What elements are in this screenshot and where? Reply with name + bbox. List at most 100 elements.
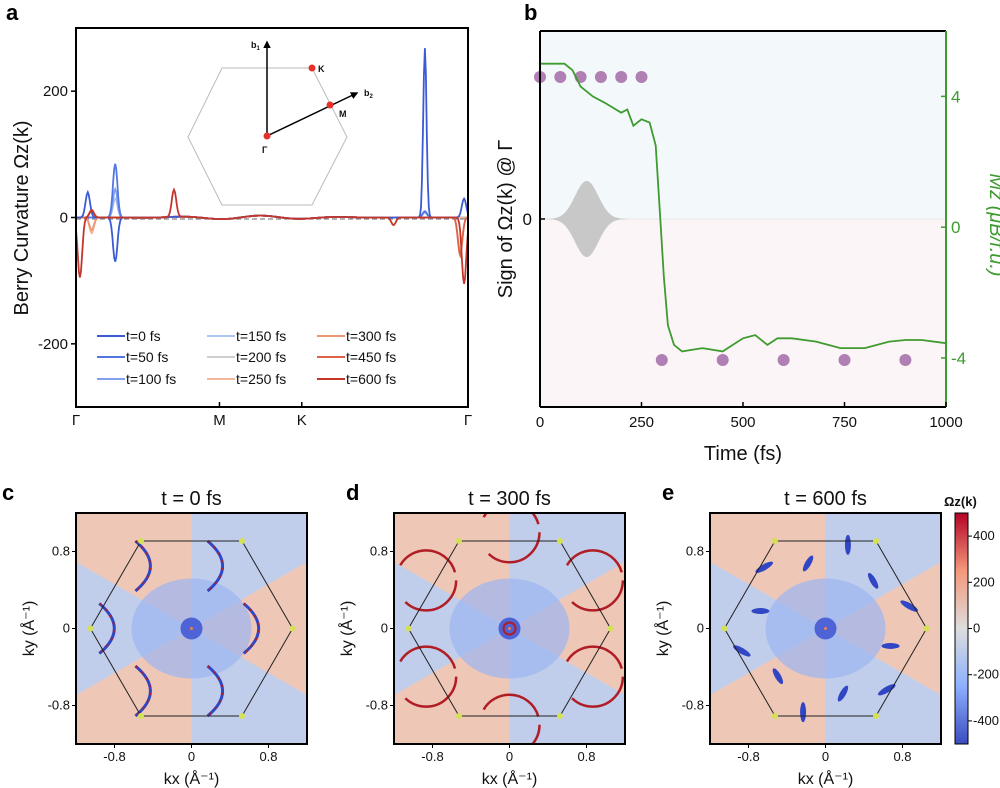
panel-c-heatmap: -0.8 0 0.8 -0.8 0 0.8 t = 0 fs kx (Å⁻¹) ky (Å⁻¹) — [19, 488, 308, 788]
curvature-chain — [206, 539, 224, 593]
blue-streak — [755, 561, 774, 573]
legend-entry: t=150 fs — [236, 328, 286, 344]
panel-label-e: e — [662, 480, 674, 505]
x-tick-label: K — [297, 412, 307, 429]
k-point-marker — [873, 537, 880, 544]
b2-label: b2 — [364, 88, 374, 100]
k-point — [308, 64, 316, 72]
sign-point-positive — [554, 71, 567, 83]
y-tick-label: 0 — [60, 210, 68, 227]
x-tick-label: M — [213, 412, 226, 429]
legend-entry: t=250 fs — [236, 371, 286, 387]
legend-entry: t=200 fs — [236, 349, 286, 365]
brillouin-zone-inset: b1 b2 Γ K M — [187, 40, 374, 206]
gamma-center — [824, 627, 827, 630]
y-tick-label-right: 4 — [951, 87, 960, 106]
k-point-marker — [137, 537, 144, 544]
series-line-t-300-fs — [76, 214, 468, 256]
k-point-marker — [405, 625, 412, 632]
panel-label-c: c — [2, 480, 14, 505]
legend-entry: t=100 fs — [126, 371, 176, 387]
panel-d-heatmap: -0.8 0 0.8 -0.8 0 0.8 t = 300 fs kx (Å⁻¹) ky (Å⁻… — [337, 488, 626, 788]
y-tick-label-left: 0 — [523, 210, 532, 229]
panel-label-d: d — [346, 480, 359, 505]
gamma-center — [508, 627, 511, 630]
colorbar-tick-label: 200 — [973, 574, 995, 589]
x-tick-label: 250 — [629, 414, 654, 431]
sign-point-negative — [655, 354, 668, 366]
curvature-chain — [134, 539, 152, 593]
panel-a-berry-curvature: b1 b2 Γ K M -200 0 200 Γ M K Γ Berry Curvature Ωz(… — [11, 27, 472, 429]
sign-point-positive — [635, 71, 648, 83]
y-tick-label: 0 — [697, 621, 704, 636]
gamma-label: Γ — [262, 145, 268, 155]
y-tick-label: -0.8 — [366, 698, 388, 713]
blue-streak — [844, 534, 851, 555]
k-point-marker — [87, 625, 94, 632]
sign-point-negative — [838, 354, 851, 366]
k-point-marker — [137, 713, 144, 720]
blue-streak — [877, 684, 896, 696]
sign-point-negative — [716, 354, 729, 366]
heatmap-title: t = 0 fs — [161, 488, 222, 510]
series-line-t-600-fs — [76, 187, 468, 284]
positive-region-bg — [540, 31, 946, 219]
k-point-marker — [923, 625, 930, 632]
mz-line — [540, 62, 946, 353]
panel-b-ylabel-left: Sign of Ωz(k) @ Γ — [495, 140, 517, 299]
heatmap-field — [394, 513, 625, 744]
colorbar-tick-label: 400 — [973, 528, 995, 543]
heatmap-ylabel: ky (Å⁻¹) — [337, 601, 356, 657]
legend-entry: t=450 fs — [346, 349, 396, 365]
k-point-marker — [771, 713, 778, 720]
curvature-ring — [561, 645, 625, 708]
sign-point-positive — [615, 71, 628, 83]
k-point-marker — [873, 713, 880, 720]
k-point-marker — [557, 713, 564, 720]
heatmap-field — [710, 513, 941, 744]
panel-a-ylabel: Berry Curvature Ωz(k) — [11, 121, 33, 316]
legend-entry: t=50 fs — [126, 349, 168, 365]
curvature-chain — [98, 602, 116, 655]
y-tick-label: 200 — [43, 83, 68, 100]
x-tick-label: Γ — [464, 412, 472, 429]
blue-streak — [881, 642, 900, 649]
curvature-chain — [206, 664, 224, 718]
x-tick-label: Γ — [72, 412, 80, 429]
heatmap-ylabel: ky (Å⁻¹) — [653, 601, 672, 657]
k-point-marker — [607, 625, 614, 632]
heatmap-xlabel: kx (Å⁻¹) — [482, 769, 538, 788]
heatmap-ylabel: ky (Å⁻¹) — [19, 601, 38, 657]
b2-arrow — [266, 92, 359, 137]
curvature-chain — [134, 664, 152, 718]
blue-streak — [772, 668, 784, 685]
curvature-ring — [394, 645, 458, 708]
x-tick-label: -0.8 — [737, 749, 759, 764]
heatmap-field — [76, 513, 307, 744]
heatmap-title: t = 300 fs — [468, 488, 551, 510]
curvature-ring — [478, 693, 541, 744]
x-tick-label: 0.8 — [577, 749, 595, 764]
blue-streak — [837, 685, 849, 702]
curvature-ring — [561, 549, 625, 612]
panel-e-heatmap: -0.8 0 0.8 -0.8 0 0.8 t = 600 fs kx (Å⁻¹) ky (Å⁻… — [653, 488, 942, 788]
k-point-marker — [557, 537, 564, 544]
x-tick-label: 0.8 — [259, 749, 277, 764]
negative-region-bg — [540, 219, 946, 407]
blue-streak — [751, 608, 770, 615]
series-line-t-0-fs — [76, 48, 468, 262]
sign-point-negative — [777, 354, 790, 366]
b1-label: b1 — [251, 40, 261, 52]
colorbar: Ωz(k) -400 -200 0 200 400 — [944, 494, 999, 745]
k-point-marker — [239, 537, 246, 544]
sign-point-positive — [594, 71, 607, 83]
blue-streak — [733, 645, 751, 657]
curvature-ring — [478, 513, 541, 564]
legend-entry: t=300 fs — [346, 328, 396, 344]
x-tick-label: 0 — [822, 749, 829, 764]
x-tick-label: 500 — [730, 414, 755, 431]
legend-entry: t=600 fs — [346, 371, 396, 387]
x-tick-label: 1000 — [929, 414, 962, 431]
panel-b-ylabel-right: Mz (μB/f.u.) — [985, 173, 1000, 276]
